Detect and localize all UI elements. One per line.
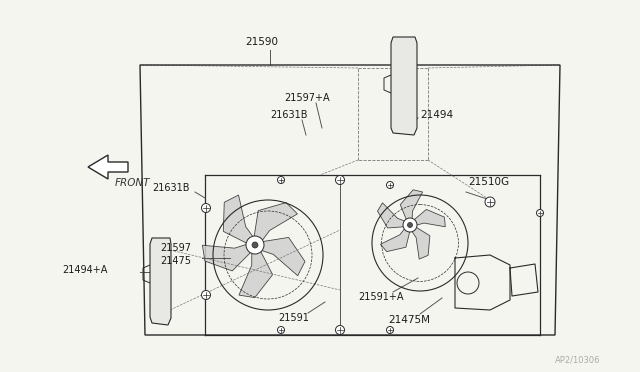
Polygon shape (253, 237, 305, 276)
Circle shape (335, 326, 344, 334)
Circle shape (278, 327, 285, 334)
Text: 21510G: 21510G (468, 177, 509, 187)
Circle shape (246, 236, 264, 254)
Text: 21591: 21591 (278, 313, 309, 323)
Text: 21631B: 21631B (270, 110, 307, 120)
Polygon shape (239, 244, 273, 298)
Circle shape (278, 176, 285, 183)
Polygon shape (150, 238, 171, 325)
Polygon shape (391, 37, 417, 135)
Text: 21494+A: 21494+A (62, 265, 108, 275)
Text: 21494: 21494 (420, 110, 453, 120)
Polygon shape (410, 209, 445, 227)
Circle shape (202, 291, 211, 299)
Text: 21597+A: 21597+A (284, 93, 330, 103)
Text: 21475: 21475 (160, 256, 191, 266)
Text: FRONT: FRONT (115, 178, 150, 188)
Text: 21631B: 21631B (152, 183, 189, 193)
Circle shape (387, 327, 394, 334)
Text: 21475M: 21475M (388, 315, 430, 325)
Text: AP2/10306: AP2/10306 (555, 356, 600, 365)
Circle shape (536, 209, 543, 217)
Circle shape (485, 197, 495, 207)
Polygon shape (408, 225, 430, 259)
Circle shape (408, 222, 413, 228)
Polygon shape (88, 155, 128, 179)
Polygon shape (380, 223, 411, 251)
Text: 21590: 21590 (245, 37, 278, 47)
Polygon shape (378, 203, 412, 228)
Circle shape (403, 218, 417, 232)
Text: 21591+A: 21591+A (358, 292, 403, 302)
Polygon shape (400, 190, 422, 226)
Circle shape (202, 203, 211, 212)
Polygon shape (253, 203, 298, 248)
Text: 21597: 21597 (160, 243, 191, 253)
Polygon shape (202, 241, 255, 271)
Polygon shape (223, 195, 259, 246)
Circle shape (335, 176, 344, 185)
Circle shape (387, 182, 394, 189)
Circle shape (252, 242, 258, 248)
